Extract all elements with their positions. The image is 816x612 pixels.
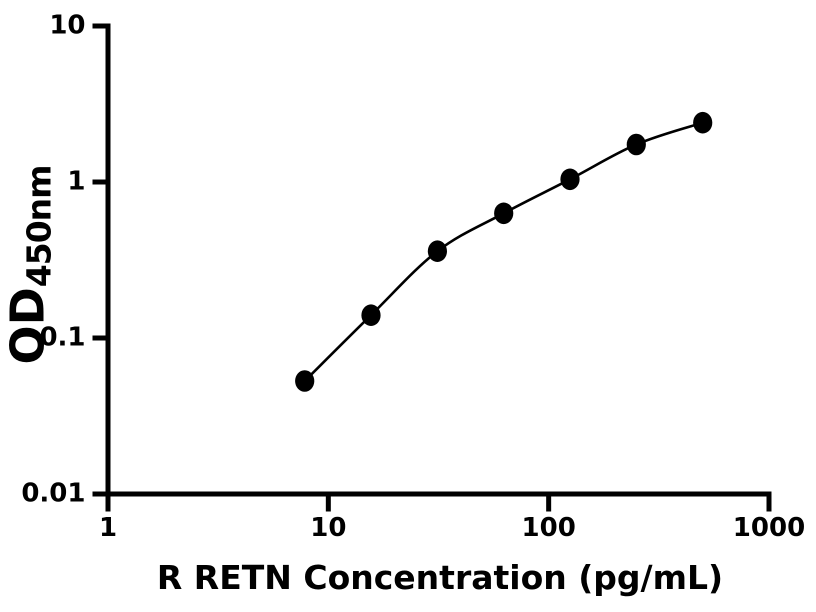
x-tick-label: 1000 <box>732 512 806 543</box>
data-point-marker <box>693 111 713 134</box>
y-tick-label: 1 <box>67 166 86 197</box>
y-axis-title: OD450nm <box>1 165 59 364</box>
data-point-marker <box>560 168 580 191</box>
data-point-marker <box>427 240 447 262</box>
y-axis-title-subscript: 450nm <box>19 165 59 288</box>
x-tick-label: 100 <box>521 512 576 543</box>
x-axis-title: R RETN Concentration (pg/mL) <box>156 558 724 597</box>
data-point-marker <box>295 370 315 392</box>
data-point-marker <box>361 304 381 327</box>
x-tick-label: 1 <box>98 512 118 543</box>
x-tick-label: 10 <box>310 512 347 543</box>
y-tick-label: 0.1 <box>39 322 86 353</box>
data-point-marker <box>626 133 646 156</box>
y-tick-label: 0.01 <box>21 478 86 509</box>
fitted-curve <box>303 121 704 383</box>
y-tick-label: 10 <box>49 10 86 41</box>
y-axis-title-main: OD <box>0 287 55 365</box>
data-point-marker <box>494 202 514 225</box>
